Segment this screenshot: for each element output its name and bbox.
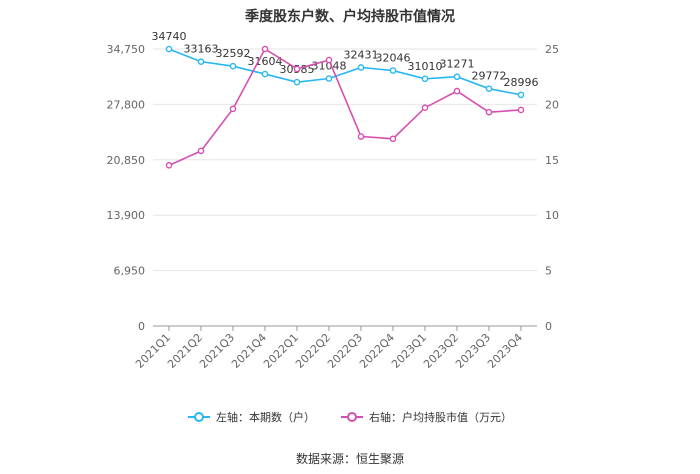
legend-swatch-avg-value	[341, 412, 363, 422]
data-label-households: 31010	[408, 60, 443, 73]
point-avg-value	[485, 108, 493, 116]
data-label-households: 29772	[472, 70, 507, 83]
y-left-tick-label: 6,950	[114, 265, 146, 278]
y-right-tick-label: 5	[545, 265, 552, 278]
point-households	[197, 58, 205, 65]
point-households	[517, 91, 525, 99]
data-label-households: 34740	[152, 30, 187, 43]
legend-item-households[interactable]: 左轴：本期数（户）	[188, 409, 315, 425]
data-label-households: 31271	[440, 58, 475, 71]
legend-item-avg-value[interactable]: 右轴：户均持股市值（万元）	[341, 409, 512, 425]
legend-label-avg-value: 右轴：户均持股市值（万元）	[369, 411, 512, 424]
y-right-tick-label: 25	[545, 43, 559, 56]
chart-title: 季度股东户数、户均持股市值情况	[245, 9, 455, 25]
point-households	[325, 75, 333, 82]
point-households	[165, 45, 173, 53]
point-avg-value	[453, 87, 461, 95]
data-label-households: 32592	[216, 47, 251, 60]
y-right-tick-label: 10	[545, 209, 559, 222]
data-label-households: 32046	[376, 52, 411, 65]
point-avg-value	[197, 147, 205, 155]
series-line-households	[168, 48, 522, 96]
point-households	[229, 62, 237, 70]
y-right-tick-label: 0	[545, 320, 552, 333]
point-households	[485, 85, 493, 92]
point-avg-value	[325, 56, 333, 64]
point-avg-value	[229, 105, 237, 113]
point-avg-value	[517, 106, 525, 114]
y-left-tick-label: 20,850	[107, 154, 146, 167]
data-label-households: 28996	[504, 76, 539, 89]
series-line-avg-value	[168, 47, 522, 167]
y-left-tick-label: 13,900	[107, 209, 146, 222]
y-right-tick-label: 15	[545, 154, 559, 167]
source-note: 数据来源：恒生聚源	[295, 452, 404, 466]
point-avg-value	[261, 45, 269, 53]
x-tick-label: 2023Q4	[485, 331, 525, 371]
y-right-tick-label: 20	[545, 98, 559, 111]
y-left-tick-label: 27,800	[107, 98, 146, 111]
point-avg-value	[357, 133, 365, 140]
point-households	[261, 70, 269, 78]
legend-swatch-households	[188, 412, 210, 422]
point-households	[293, 78, 301, 86]
point-avg-value	[389, 135, 397, 143]
point-avg-value	[165, 162, 173, 169]
y-left-tick-label: 34,750	[107, 43, 146, 56]
point-avg-value	[421, 104, 429, 112]
point-households	[453, 73, 461, 81]
point-avg-value	[293, 65, 301, 73]
data-label-households: 32431	[344, 48, 379, 61]
point-households	[389, 67, 397, 74]
point-households	[357, 64, 365, 71]
legend: 左轴：本期数（户） 右轴：户均持股市值（万元）	[0, 409, 700, 425]
y-left-tick-label: 0	[138, 320, 145, 333]
legend-label-households: 左轴：本期数（户）	[216, 411, 315, 424]
point-households	[421, 75, 429, 83]
data-label-households: 33163	[184, 43, 219, 56]
